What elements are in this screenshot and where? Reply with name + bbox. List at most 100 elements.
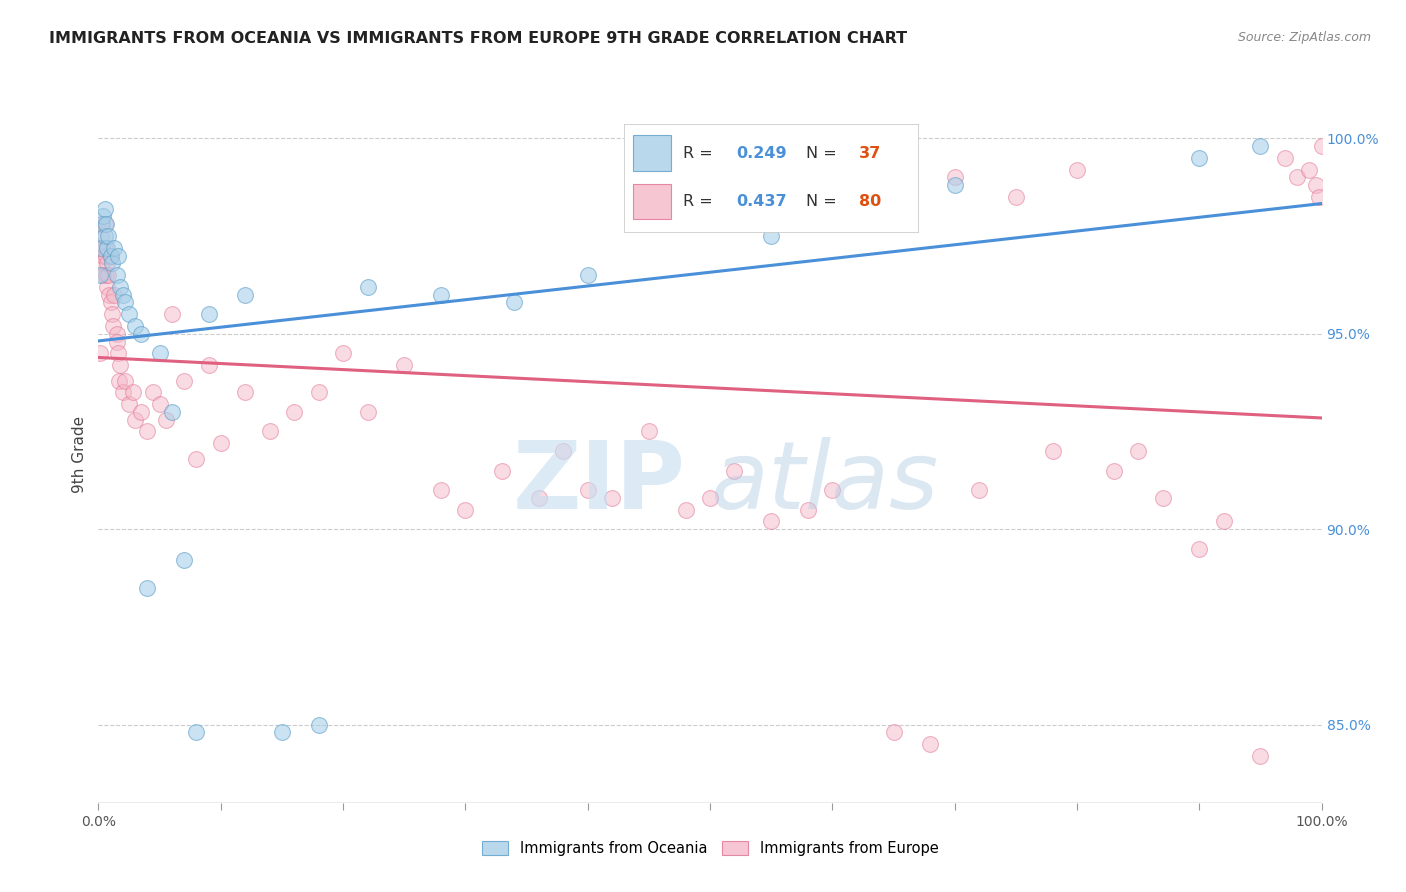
Point (491, 464, 513, 478)
Text: R =: R = (683, 194, 718, 209)
Point (233, 385, 256, 400)
Point (110, 358, 132, 372)
Point (101, 307, 124, 321)
Point (1298, 162, 1320, 177)
Point (136, 581, 159, 595)
Point (821, 483, 844, 497)
Point (1128, 444, 1150, 458)
Point (283, 405, 305, 419)
Point (1152, 491, 1174, 505)
Point (1250, 748, 1272, 763)
Point (91, 210, 114, 224)
Point (142, 385, 165, 400)
Point (1102, 464, 1125, 478)
Point (233, 287, 256, 301)
Text: R =: R = (683, 145, 718, 161)
Text: ZIP: ZIP (513, 437, 686, 529)
Point (93, 241, 115, 255)
Point (100, 249, 122, 263)
Point (1066, 162, 1088, 177)
Point (105, 334, 128, 349)
Point (173, 553, 195, 567)
Point (114, 374, 136, 388)
Bar (633, 184, 672, 219)
Point (90, 241, 112, 255)
Text: atlas: atlas (710, 437, 938, 528)
Point (197, 307, 219, 321)
Point (155, 413, 177, 427)
Point (638, 425, 661, 439)
Point (1188, 541, 1211, 556)
Point (160, 405, 183, 419)
Point (129, 405, 152, 419)
Point (576, 483, 599, 497)
Point (105, 326, 128, 341)
Point (93, 229, 115, 244)
Point (332, 346, 354, 360)
Point (93, 202, 115, 216)
Point (600, 491, 623, 505)
Point (308, 717, 330, 731)
Point (97, 229, 120, 244)
Point (761, 514, 783, 528)
Text: N =: N = (807, 194, 842, 209)
Point (1042, 444, 1064, 458)
Point (108, 374, 131, 388)
Point (160, 307, 183, 321)
Text: IMMIGRANTS FROM OCEANIA VS IMMIGRANTS FROM EUROPE 9TH GRADE CORRELATION CHART: IMMIGRANTS FROM OCEANIA VS IMMIGRANTS FR… (49, 31, 907, 46)
Point (454, 502, 477, 516)
Point (920, 737, 942, 751)
Text: 0.249: 0.249 (735, 145, 786, 161)
Point (527, 491, 550, 505)
Point (149, 397, 172, 411)
Point (186, 725, 208, 739)
Point (356, 280, 378, 294)
Point (173, 374, 195, 388)
Point (91, 241, 114, 255)
Point (576, 268, 599, 282)
Point (98, 287, 121, 301)
Point (1250, 139, 1272, 153)
Text: N =: N = (807, 145, 842, 161)
Point (699, 491, 721, 505)
Point (1308, 190, 1330, 204)
Point (136, 425, 159, 439)
Point (91, 217, 114, 231)
Point (103, 287, 125, 301)
Point (110, 280, 132, 294)
Point (96, 241, 118, 255)
Point (430, 287, 453, 301)
Point (114, 295, 136, 310)
Text: 37: 37 (859, 145, 882, 161)
Point (761, 229, 783, 244)
Point (675, 502, 697, 516)
Point (967, 483, 990, 497)
Legend: Immigrants from Oceania, Immigrants from Europe: Immigrants from Oceania, Immigrants from… (475, 835, 945, 862)
Text: 80: 80 (859, 194, 882, 209)
Point (91, 249, 114, 263)
Point (308, 385, 330, 400)
Point (197, 358, 219, 372)
Point (723, 464, 745, 478)
Point (107, 249, 129, 263)
Point (118, 307, 141, 321)
Point (392, 358, 416, 372)
Point (111, 287, 134, 301)
Point (186, 451, 208, 466)
Point (503, 295, 526, 310)
Point (91, 256, 114, 270)
Point (553, 444, 575, 458)
Point (89, 268, 111, 282)
Point (90, 229, 112, 244)
Point (129, 326, 152, 341)
Point (105, 268, 128, 282)
Point (1004, 190, 1026, 204)
Point (121, 385, 143, 400)
Point (100, 249, 122, 263)
Point (111, 385, 134, 400)
Point (883, 725, 905, 739)
Point (149, 346, 172, 360)
Point (94, 268, 117, 282)
Point (93, 217, 115, 231)
Point (96, 256, 118, 270)
